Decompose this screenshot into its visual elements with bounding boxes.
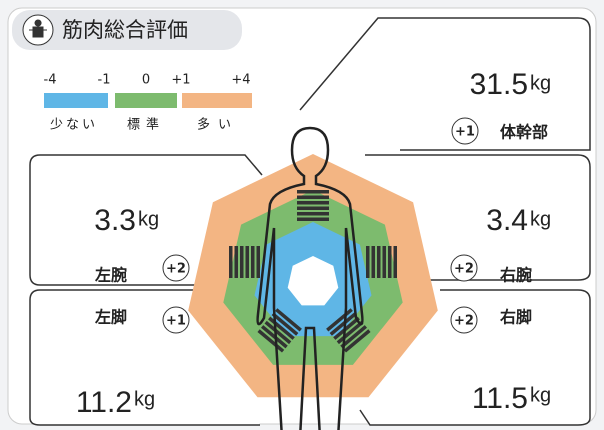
icon-figure bbox=[29, 19, 47, 38]
panel-trunk bbox=[299, 17, 591, 151]
rating-badge bbox=[450, 254, 478, 282]
unit: kg bbox=[530, 208, 551, 230]
title: 筋肉総合評価 bbox=[62, 18, 188, 42]
level-stripe bbox=[260, 325, 288, 349]
level-stripe bbox=[366, 246, 370, 278]
value: 3.4 bbox=[486, 204, 528, 237]
rating: +2 bbox=[454, 314, 474, 329]
part-name: 左脚 bbox=[94, 308, 127, 327]
scale-tick: +1 bbox=[171, 73, 190, 88]
rating: +1 bbox=[166, 314, 186, 329]
level-stripe bbox=[343, 329, 371, 353]
rating-badge bbox=[451, 117, 479, 145]
level-stripe bbox=[234, 246, 238, 278]
level-stripe bbox=[377, 246, 381, 278]
level-stripe bbox=[393, 246, 397, 278]
level-stripe bbox=[271, 312, 299, 336]
level-stripe bbox=[275, 308, 302, 332]
unit: kg bbox=[138, 208, 159, 230]
level-stripe bbox=[329, 312, 357, 336]
ring bbox=[287, 256, 339, 306]
scale-tick: +4 bbox=[231, 73, 250, 88]
rating: +1 bbox=[455, 125, 475, 140]
value: 31.5 bbox=[470, 68, 528, 101]
level-stripe bbox=[297, 195, 329, 199]
unit: kg bbox=[530, 72, 551, 94]
part-name: 体幹部 bbox=[500, 123, 548, 142]
rating: +2 bbox=[454, 262, 474, 277]
scale-tick: -1 bbox=[98, 73, 111, 88]
scale-high bbox=[182, 93, 252, 108]
level-stripe bbox=[297, 206, 329, 210]
level-stripe bbox=[251, 246, 255, 278]
level-stripe bbox=[245, 246, 249, 278]
level-stripe bbox=[388, 246, 392, 278]
part-name: 右腕 bbox=[500, 266, 532, 285]
level-stripe bbox=[297, 201, 329, 205]
title-box bbox=[12, 10, 242, 50]
value: 3.3 bbox=[94, 204, 136, 237]
scale-label: 標準 bbox=[127, 117, 165, 133]
rating-badge bbox=[162, 254, 190, 282]
level-stripe bbox=[264, 320, 292, 345]
level-stripe bbox=[333, 316, 360, 340]
level-stripe bbox=[297, 190, 329, 194]
rating-badge bbox=[450, 306, 478, 334]
scale-tick: -4 bbox=[44, 73, 57, 88]
unit: kg bbox=[134, 388, 155, 410]
scale-normal bbox=[115, 93, 177, 108]
scale-label: 少ない bbox=[50, 118, 98, 133]
level-stripe bbox=[297, 212, 329, 216]
level-stripe bbox=[297, 217, 329, 221]
level-stripe bbox=[229, 246, 233, 278]
part-name: 左腕 bbox=[94, 266, 127, 285]
level-stripe bbox=[256, 246, 260, 278]
value: 11.2 bbox=[76, 386, 132, 419]
part-name: 右脚 bbox=[500, 308, 532, 327]
rating-badge bbox=[162, 306, 190, 334]
level-stripe bbox=[240, 246, 244, 278]
rating: +2 bbox=[166, 262, 186, 277]
unit: kg bbox=[530, 384, 551, 406]
level-stripe bbox=[382, 246, 386, 278]
level-stripe bbox=[340, 325, 368, 349]
body-outline bbox=[256, 126, 364, 430]
scale-low bbox=[44, 93, 108, 108]
scale-tick: 0 bbox=[142, 73, 150, 88]
level-stripe bbox=[371, 246, 375, 278]
scale-label: 多い bbox=[197, 117, 239, 133]
value: 11.5 bbox=[472, 382, 528, 415]
